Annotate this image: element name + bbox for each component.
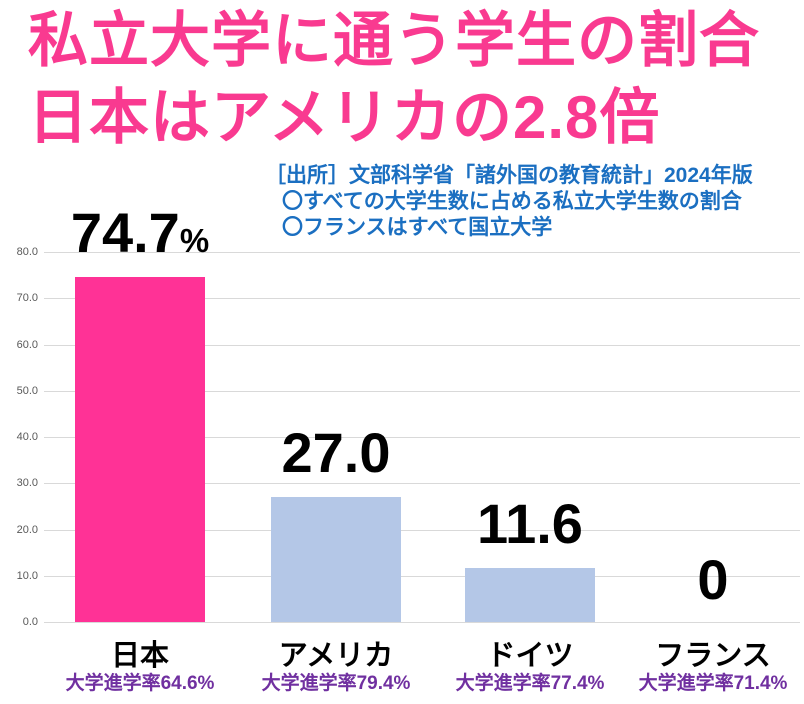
y-axis-tick-label: 30.0 bbox=[16, 477, 38, 490]
x-axis-label-germany: ドイツ bbox=[486, 640, 574, 672]
gridline bbox=[44, 622, 800, 623]
y-axis-tick-label: 50.0 bbox=[16, 384, 38, 397]
plot-gridlines bbox=[44, 252, 800, 623]
bar-value-label: 74.7% bbox=[45, 204, 235, 261]
x-axis-label-japan: 日本 bbox=[110, 640, 169, 672]
gridline bbox=[44, 390, 800, 392]
x-axis-label-usa: アメリカ bbox=[278, 640, 394, 672]
gridline bbox=[44, 529, 800, 531]
y-axis-tick-label: 80.0 bbox=[16, 246, 38, 258]
chart-title: 私立大学に通う学生の割合 日本はアメリカの2.8倍 bbox=[28, 2, 760, 156]
bar-column-japan: 74.7% bbox=[45, 204, 235, 622]
y-axis-tick-label: 0.0 bbox=[22, 616, 38, 628]
x-axis-label-france: フランス bbox=[655, 640, 771, 672]
sub-label-france: 大学進学率71.4% bbox=[638, 673, 788, 694]
gridline bbox=[44, 437, 800, 438]
y-axis-tick-label: 60.0 bbox=[16, 338, 38, 351]
gridline bbox=[44, 298, 800, 300]
bar-usa bbox=[271, 497, 401, 622]
chart-title-line1: 私立大学に通う学生の割合 bbox=[28, 7, 760, 74]
source-note-line2: 〇すべての大学生数に占める私立大学生数の割合 bbox=[282, 190, 742, 213]
sub-label-japan: 大学進学率64.6% bbox=[65, 673, 215, 694]
bar-value-label: 27.0 bbox=[241, 425, 431, 481]
source-note-line1: ［出所］文部科学省「諸外国の教育統計」2024年版 bbox=[265, 164, 753, 187]
source-note-line3: 〇フランスはすべて国立大学 bbox=[282, 216, 553, 239]
gridline bbox=[44, 252, 800, 253]
bar-value-label: 11.6 bbox=[435, 496, 625, 552]
bar-value-number: 0 bbox=[697, 548, 729, 611]
bar-value-number: 11.6 bbox=[477, 492, 583, 556]
bar-value-number: 74.7 bbox=[70, 200, 180, 264]
bar-column-usa: 27.0 bbox=[241, 252, 431, 622]
gridline bbox=[44, 344, 800, 346]
chart-title-line2: 日本はアメリカの2.8倍 bbox=[28, 84, 661, 151]
y-axis-tick-label: 10.0 bbox=[16, 569, 38, 582]
y-axis-tick-label: 20.0 bbox=[16, 523, 38, 536]
bar-japan bbox=[75, 276, 205, 622]
y-axis-tick-label: 70.0 bbox=[16, 292, 38, 305]
bar-value-number: 27.0 bbox=[281, 421, 391, 485]
sub-label-usa: 大学進学率79.4% bbox=[261, 673, 411, 694]
gridline bbox=[44, 483, 800, 485]
y-axis-tick-label: 40.0 bbox=[16, 431, 38, 443]
bar-value-suffix: % bbox=[179, 221, 210, 259]
sub-label-germany: 大学進学率77.4% bbox=[455, 673, 605, 694]
bar-column-france: 0 bbox=[618, 252, 804, 622]
bar-column-germany: 11.6 bbox=[435, 252, 625, 622]
bar-value-label: 0 bbox=[618, 552, 804, 608]
bar-germany bbox=[465, 568, 595, 622]
source-note: ［出所］文部科学省「諸外国の教育統計」2024年版 〇すべての大学生数に占める私… bbox=[265, 163, 753, 241]
gridline bbox=[44, 575, 800, 577]
